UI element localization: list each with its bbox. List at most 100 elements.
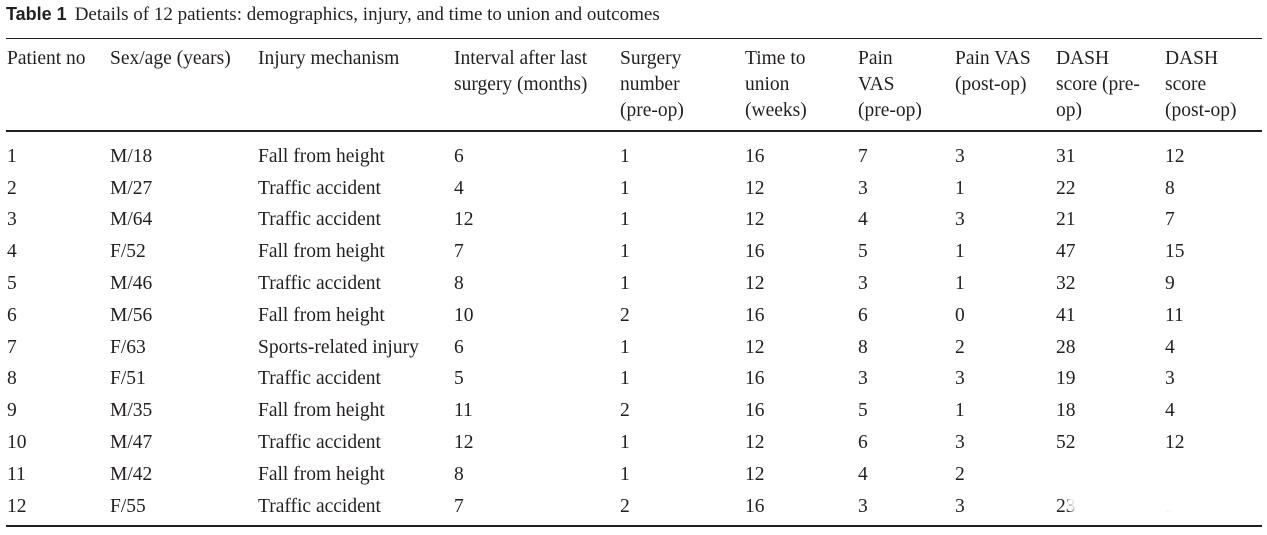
cell-time-to-union: 12 (745, 432, 765, 453)
cell-pain-vas-pre: 5 (858, 400, 868, 421)
cell-injury-mechanism: Fall from height (258, 305, 385, 326)
cell-dash-pre: 31 (1056, 146, 1076, 167)
cell-pain-vas-pre: 6 (858, 305, 868, 326)
table-row: 9 M/35 Fall from height 11 2 16 5 1 18 4 (0, 398, 1267, 430)
cell-patient-no: 2 (7, 178, 17, 199)
cell-pain-vas-post: 3 (955, 496, 965, 517)
cell-patient-no: 6 (7, 305, 17, 326)
cell-injury-mechanism: Traffic accident (258, 178, 381, 199)
table-row: 4 F/52 Fall from height 7 1 16 5 1 47 15 (0, 239, 1267, 271)
header-interval: Interval after last surgery (months) (454, 48, 588, 95)
table-header-rule (6, 130, 1262, 132)
cell-injury-mechanism: Fall from height (258, 241, 385, 262)
cell-patient-no: 10 (7, 432, 27, 453)
cell-interval: 10 (454, 305, 474, 326)
header-injury-mechanism: Injury mechanism (258, 48, 400, 69)
cell-pain-vas-post: 0 (955, 305, 965, 326)
cell-surgery-number: 1 (620, 368, 630, 389)
cell-patient-no: 3 (7, 209, 17, 230)
header-dash-pre: DASH score (pre- op) (1056, 48, 1140, 121)
cell-time-to-union: 12 (745, 337, 765, 358)
cell-interval: 12 (454, 432, 474, 453)
cell-interval: 6 (454, 146, 464, 167)
cell-sex-age: F/63 (110, 337, 146, 358)
header-patient-no: Patient no (7, 48, 86, 69)
cell-dash-pre: 28 (1056, 337, 1076, 358)
table-caption: Table 1 Details of 12 patients: demograph… (6, 4, 660, 26)
cell-sex-age: F/51 (110, 368, 146, 389)
cell-interval: 7 (454, 241, 464, 262)
cell-pain-vas-post: 1 (955, 241, 965, 262)
cell-sex-age: M/46 (110, 273, 153, 294)
table-top-rule (6, 38, 1262, 39)
cell-dash-pre: 41 (1056, 305, 1076, 326)
cell-dash-post: 12 (1165, 432, 1185, 453)
cell-surgery-number: 2 (620, 400, 630, 421)
table-row: 7 F/63 Sports-related injury 6 1 12 8 2 28 4 (0, 335, 1267, 367)
cell-pain-vas-pre: 5 (858, 241, 868, 262)
cell-patient-no: 4 (7, 241, 17, 262)
cell-dash-post: 15 (1165, 241, 1185, 262)
cell-pain-vas-post: 1 (955, 400, 965, 421)
table-row: 10 M/47 Traffic accident 12 1 12 6 3 52 12 (0, 430, 1267, 462)
cell-interval: 5 (454, 368, 464, 389)
header-pain-vas-pre: Pain VAS (pre-op) (858, 48, 922, 121)
cell-dash-pre: 19 (1056, 368, 1076, 389)
cell-interval: 6 (454, 337, 464, 358)
cell-pain-vas-post: 1 (955, 273, 965, 294)
cell-pain-vas-post: 2 (955, 337, 965, 358)
cell-pain-vas-pre: 3 (858, 368, 868, 389)
cell-interval: 12 (454, 209, 474, 230)
cell-patient-no: 9 (7, 400, 17, 421)
table-title: Details of 12 patients: demographics, in… (74, 4, 660, 25)
cell-dash-post: 8 (1165, 178, 1175, 199)
cell-surgery-number: 2 (620, 496, 630, 517)
cell-pain-vas-post: 2 (955, 464, 965, 485)
cell-dash-pre: 47 (1056, 241, 1076, 262)
cell-pain-vas-post: 3 (955, 209, 965, 230)
header-time-to-union: Time to union (weeks) (745, 48, 807, 121)
cell-dash-post: 11 (1165, 305, 1184, 326)
cell-pain-vas-post: 3 (955, 368, 965, 389)
table-row: 2 M/27 Traffic accident 4 1 12 3 1 22 8 (0, 176, 1267, 208)
cell-interval: 11 (454, 400, 473, 421)
cell-sex-age: M/27 (110, 178, 153, 199)
cell-dash-pre: 22 (1056, 178, 1076, 199)
cell-pain-vas-pre: 3 (858, 273, 868, 294)
cell-time-to-union: 16 (745, 305, 765, 326)
cell-sex-age: M/42 (110, 464, 153, 485)
header-surgery-number: Surgery number (pre-op) (620, 48, 684, 121)
header-sex-age: Sex/age (years) (110, 48, 231, 69)
cell-time-to-union: 16 (745, 368, 765, 389)
cell-surgery-number: 1 (620, 432, 630, 453)
cell-pain-vas-pre: 3 (858, 178, 868, 199)
table-row: 1 M/18 Fall from height 6 1 16 7 3 31 12 (0, 144, 1267, 176)
table-row: 5 M/46 Traffic accident 8 1 12 3 1 32 9 (0, 271, 1267, 303)
cell-pain-vas-post: 3 (955, 432, 965, 453)
cell-dash-post: 12 (1165, 146, 1185, 167)
header-pain-vas-post: Pain VAS (post-op) (955, 48, 1031, 95)
cell-pain-vas-pre: 3 (858, 496, 868, 517)
cell-time-to-union: 12 (745, 209, 765, 230)
cell-pain-vas-post: 3 (955, 146, 965, 167)
cell-pain-vas-post: 1 (955, 178, 965, 199)
cell-surgery-number: 1 (620, 209, 630, 230)
table-bottom-rule (6, 525, 1262, 527)
cell-injury-mechanism: Traffic accident (258, 432, 381, 453)
cell-interval: 4 (454, 178, 464, 199)
image-smudge (1066, 450, 1100, 520)
cell-dash-pre: 52 (1056, 432, 1076, 453)
cell-patient-no: 12 (7, 496, 27, 517)
cell-injury-mechanism: Traffic accident (258, 209, 381, 230)
cell-interval: 8 (454, 273, 464, 294)
cell-dash-post: 3 (1165, 368, 1175, 389)
table-row: 11 M/42 Fall from height 8 1 12 4 2 (0, 462, 1267, 494)
cell-surgery-number: 1 (620, 241, 630, 262)
cell-interval: 7 (454, 496, 464, 517)
cell-pain-vas-pre: 6 (858, 432, 868, 453)
cell-sex-age: M/47 (110, 432, 153, 453)
cell-sex-age: M/56 (110, 305, 153, 326)
cell-sex-age: F/55 (110, 496, 146, 517)
cell-time-to-union: 12 (745, 273, 765, 294)
cell-surgery-number: 1 (620, 178, 630, 199)
